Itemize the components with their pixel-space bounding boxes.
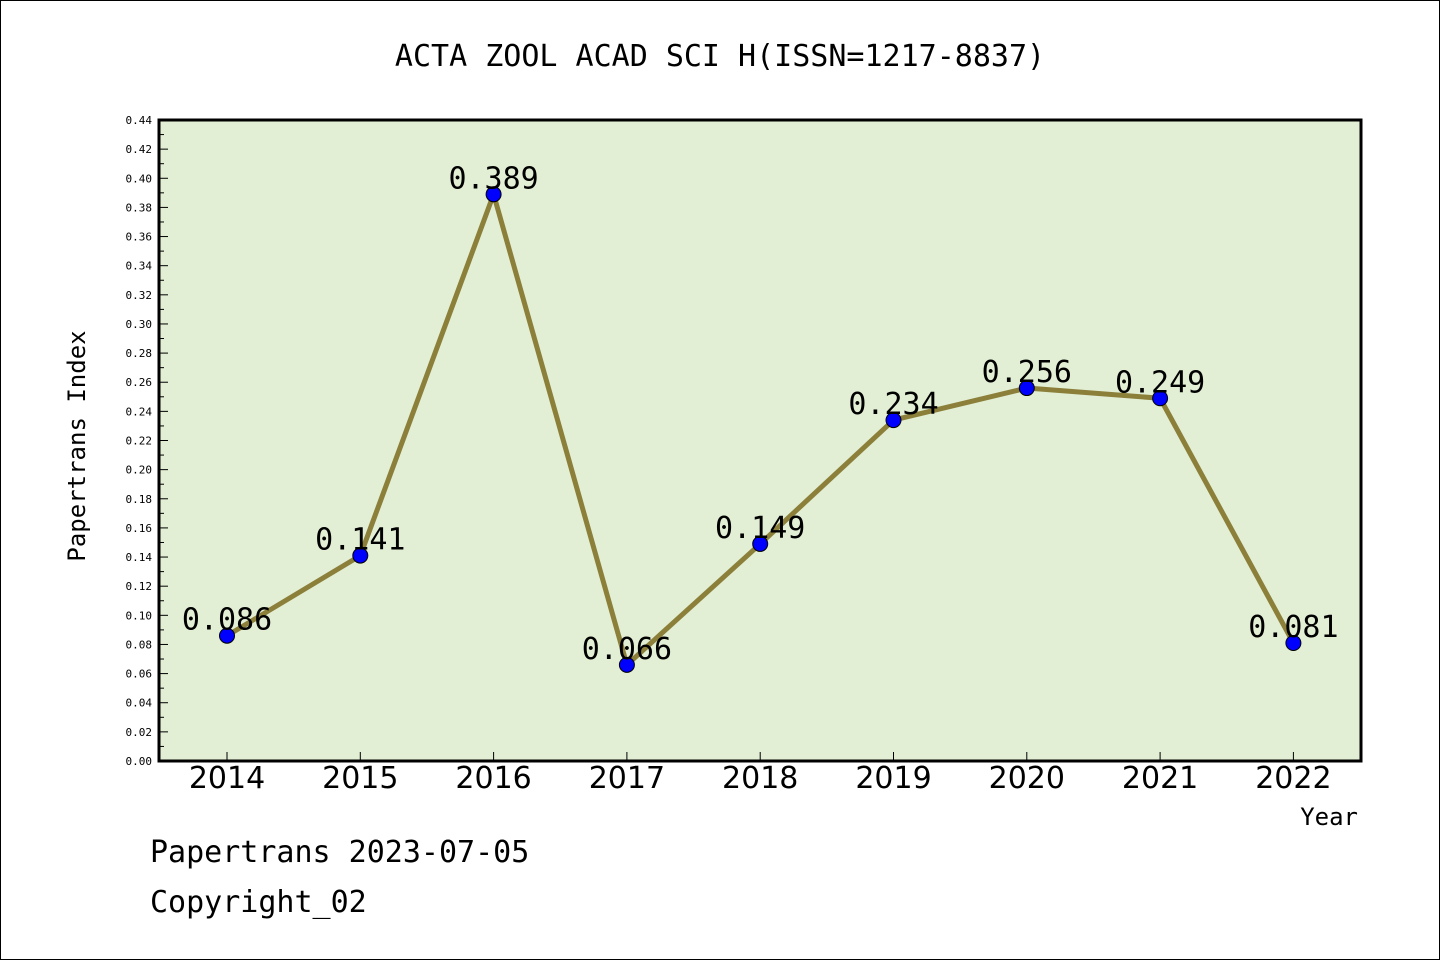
footer-source-line: Papertrans 2023-07-05 (150, 835, 530, 870)
data-point (485, 186, 502, 203)
y-tick-label: 0.06 (126, 668, 153, 681)
data-point (1018, 380, 1035, 397)
y-tick-label: 0.08 (126, 638, 153, 651)
x-tick-label: 2021 (1122, 761, 1198, 796)
y-tick-label: 0.10 (126, 609, 153, 622)
y-tick-label: 0.40 (126, 172, 153, 185)
y-tick-label: 0.24 (126, 405, 153, 418)
y-tick-label: 0.34 (126, 260, 153, 273)
y-tick-label: 0.20 (126, 464, 153, 477)
data-point (752, 535, 769, 552)
data-labels: 0.086 0.141 0.389 0.066 0.149 0.234 0.256 0.249… (182, 161, 1339, 667)
y-tick-label: 0.32 (126, 289, 153, 302)
y-tick-label: 0.38 (126, 201, 153, 214)
data-label: 0.081 (1248, 610, 1338, 645)
data-point (618, 656, 635, 673)
y-tick-label: 0.42 (126, 143, 153, 156)
x-axis: 2014 2015 2016 2017 2018 2019 2020 2021 2022 (189, 752, 1332, 796)
x-tick-label: 2020 (989, 761, 1065, 796)
y-tick-label: 0.14 (126, 551, 153, 564)
data-point (885, 412, 902, 429)
y-tick-label: 0.12 (126, 580, 153, 593)
data-label: 0.249 (1115, 365, 1205, 400)
y-tick-label: 0.16 (126, 522, 153, 535)
y-tick-label: 0.36 (126, 231, 153, 244)
data-label: 0.141 (315, 523, 405, 558)
data-label: 0.066 (582, 632, 672, 667)
x-tick-label: 2019 (855, 761, 931, 796)
data-point (352, 547, 369, 564)
x-tick-label: 2014 (189, 761, 265, 796)
y-tick-label: 0.00 (126, 755, 153, 768)
x-tick-label: 2017 (589, 761, 665, 796)
data-point (1152, 390, 1169, 407)
y-tick-label: 0.44 (126, 114, 153, 127)
y-tick-label: 0.04 (126, 697, 153, 710)
x-tick-label: 2015 (322, 761, 398, 796)
footer-copyright-line: Copyright_02 (150, 885, 367, 920)
y-tick-label: 0.02 (126, 726, 153, 739)
y-tick-label: 0.26 (126, 376, 153, 389)
chart-title: ACTA ZOOL ACAD SCI H(ISSN=1217-8837) (395, 39, 1045, 74)
data-point (1285, 634, 1302, 651)
data-label: 0.256 (982, 355, 1072, 390)
y-tick-label: 0.18 (126, 493, 153, 506)
plot-area (157, 118, 1363, 763)
data-label: 0.389 (448, 161, 538, 196)
x-tick-label: 2016 (455, 761, 531, 796)
y-tick-label: 0.28 (126, 347, 153, 360)
y-tick-label: 0.30 (126, 318, 153, 331)
data-label: 0.086 (182, 603, 272, 638)
x-tick-label: 2018 (722, 761, 798, 796)
x-tick-label: 2022 (1255, 761, 1331, 796)
data-label: 0.149 (715, 511, 805, 546)
y-axis-label: Papertrans Index (63, 330, 91, 561)
data-point (219, 627, 235, 644)
y-axis: 0.00 0.02 0.04 0.06 0.08 0.10 0.12 0.14 0.16 0.18… (126, 114, 168, 768)
x-axis-label: Year (1300, 803, 1358, 831)
y-tick-label: 0.22 (126, 435, 153, 448)
data-markers (219, 186, 1302, 673)
data-label: 0.234 (848, 387, 938, 422)
